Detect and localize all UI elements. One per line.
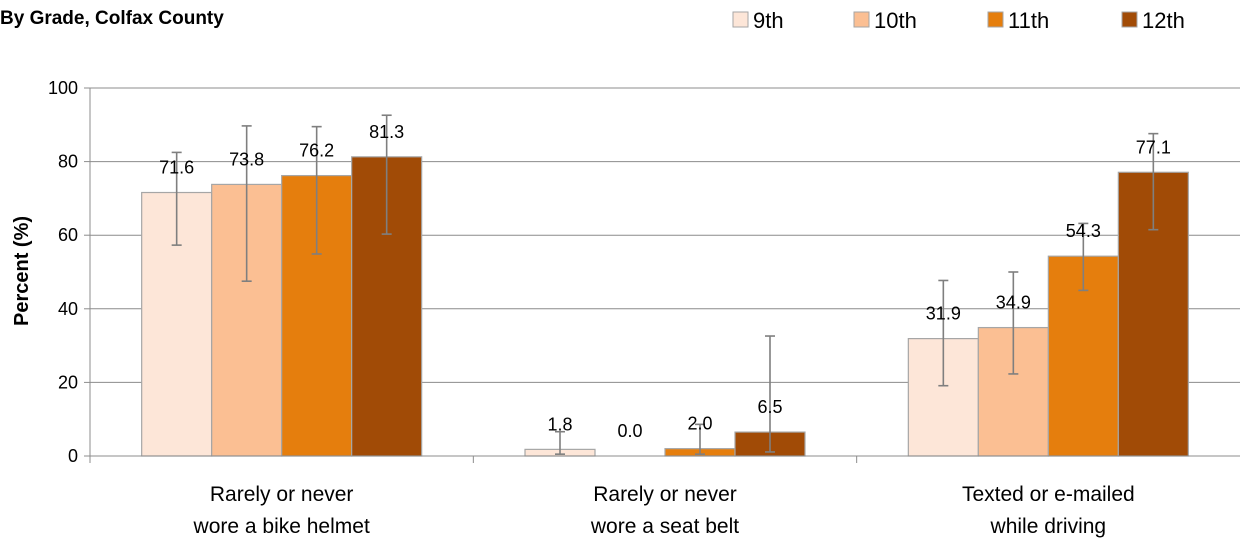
legend: 9th 10th 11th 12th [732,8,1185,33]
category-label-0-line-0: Rarely or never [210,483,354,506]
legend-label-11th: 11th [1008,8,1049,33]
legend-label-9th: 9th [753,8,784,33]
data-labels: 71.6 73.8 76.2 81.3 1.8 0.0 2.0 6.5 31.9 34.9 54.3… [159,122,1171,441]
y-tick-label: 100 [48,78,78,98]
y-axis-label: Percent (%) [11,216,33,326]
legend-label-12th: 12th [1142,8,1185,33]
category-labels: Rarely or never wore a bike helmet Rarely … [193,483,1135,538]
data-label-11th-0: 76.2 [299,141,334,161]
legend-label-10th: 10th [874,8,917,33]
data-label-9th-2: 31.9 [926,304,961,324]
y-tick-label: 60 [58,225,78,245]
x-axis [89,88,1240,463]
legend-swatch-12th [1121,11,1138,28]
y-axis-ticks: 0 20 40 60 80 100 [48,78,90,466]
data-label-9th-0: 71.6 [159,158,194,178]
data-label-12th-1: 6.5 [757,397,782,417]
data-label-11th-2: 54.3 [1066,221,1101,241]
category-label-0-line-1: wore a bike helmet [193,515,370,538]
legend-swatch-11th [987,11,1004,28]
data-label-10th-0: 73.8 [229,149,264,169]
bars [141,156,1189,457]
y-tick-label: 80 [58,152,78,172]
error-bars [171,114,1159,455]
y-tick-label: 40 [58,299,78,319]
legend-swatch-10th [853,11,870,28]
category-label-1-line-1: wore a seat belt [590,515,739,538]
data-label-12th-0: 81.3 [369,122,404,142]
data-label-12th-2: 77.1 [1136,137,1171,157]
chart-title: By Grade, Colfax County [0,8,224,29]
y-tick-label: 20 [58,372,78,392]
data-label-10th-1: 0.0 [617,421,642,441]
category-label-2-line-1: while driving [990,515,1107,538]
category-label-2-line-0: Texted or e-mailed [962,483,1135,506]
category-label-1-line-0: Rarely or never [593,483,737,506]
data-label-11th-1: 2.0 [687,414,712,434]
y-tick-label: 0 [68,446,78,466]
data-label-9th-1: 1.8 [547,414,572,434]
legend-swatch-9th [732,11,749,28]
data-label-10th-2: 34.9 [996,293,1031,313]
